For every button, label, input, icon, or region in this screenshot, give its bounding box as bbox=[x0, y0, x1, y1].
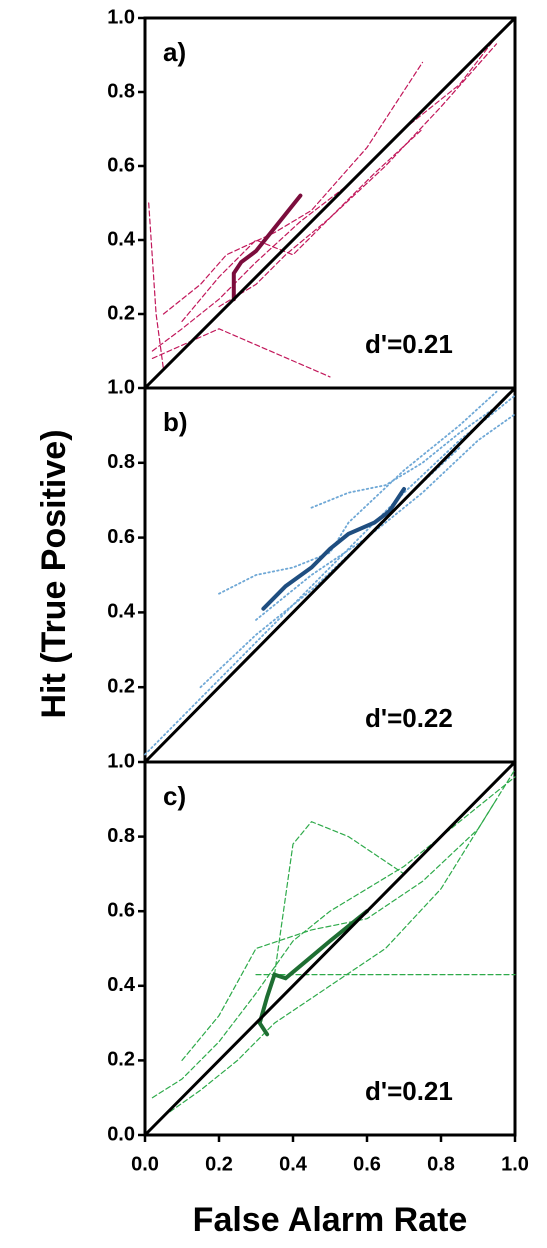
y-tick-label: 0.6 bbox=[107, 899, 135, 921]
series-line bbox=[231, 193, 303, 302]
y-tick-label: 0.0 bbox=[107, 1123, 135, 1145]
series-line bbox=[151, 35, 498, 352]
x-tick-label: 0.2 bbox=[205, 1153, 233, 1175]
plot-frame bbox=[143, 760, 517, 1137]
series-line bbox=[151, 776, 516, 1099]
y-tick-label: 0.8 bbox=[107, 451, 135, 473]
y-tick-label: 0.6 bbox=[107, 526, 135, 548]
x-axis-label: False Alarm Rate bbox=[193, 1201, 468, 1239]
series-line bbox=[181, 43, 498, 322]
series-line bbox=[273, 820, 405, 976]
series-line bbox=[199, 413, 516, 689]
x-tick-label: 0.6 bbox=[353, 1153, 381, 1175]
series-line bbox=[181, 768, 516, 1061]
y-tick-label: 0.8 bbox=[107, 80, 135, 102]
y-tick-label: 0.8 bbox=[107, 825, 135, 847]
panel-label: a) bbox=[163, 37, 186, 67]
x-tick-label: 1.0 bbox=[501, 1153, 529, 1175]
y-tick-label: 0.2 bbox=[107, 1049, 135, 1071]
y-tick-label: 1.0 bbox=[107, 750, 135, 772]
annotation: d'=0.21 bbox=[365, 329, 453, 359]
series-line bbox=[143, 16, 517, 390]
series-line bbox=[261, 487, 406, 611]
annotation: d'=0.21 bbox=[365, 1076, 453, 1106]
series-line bbox=[162, 798, 498, 1117]
panel-label: b) bbox=[163, 407, 188, 437]
series-line bbox=[310, 405, 498, 509]
series-line bbox=[218, 128, 424, 308]
y-tick-label: 0.4 bbox=[107, 228, 136, 250]
x-tick-label: 0.4 bbox=[279, 1153, 308, 1175]
y-tick-label: 1.0 bbox=[107, 6, 135, 28]
series-line bbox=[162, 61, 424, 315]
y-tick-label: 0.2 bbox=[107, 675, 135, 697]
series-line bbox=[218, 390, 498, 595]
series-line bbox=[143, 386, 517, 764]
y-axis-label: Hit (True Positive) bbox=[35, 429, 73, 718]
annotation: d'=0.22 bbox=[365, 703, 453, 733]
y-tick-label: 0.4 bbox=[107, 974, 136, 996]
y-tick-label: 0.2 bbox=[107, 302, 135, 324]
y-tick-label: 1.0 bbox=[107, 376, 135, 398]
series-line bbox=[144, 394, 516, 756]
y-tick-label: 0.6 bbox=[107, 154, 135, 176]
x-tick-label: 0.8 bbox=[427, 1153, 455, 1175]
series-line bbox=[143, 760, 517, 1137]
x-tick-label: 0.0 bbox=[131, 1153, 159, 1175]
panel-label: c) bbox=[163, 781, 186, 811]
y-tick-label: 0.4 bbox=[107, 601, 136, 623]
series-line bbox=[151, 328, 331, 378]
series-line bbox=[148, 202, 165, 371]
